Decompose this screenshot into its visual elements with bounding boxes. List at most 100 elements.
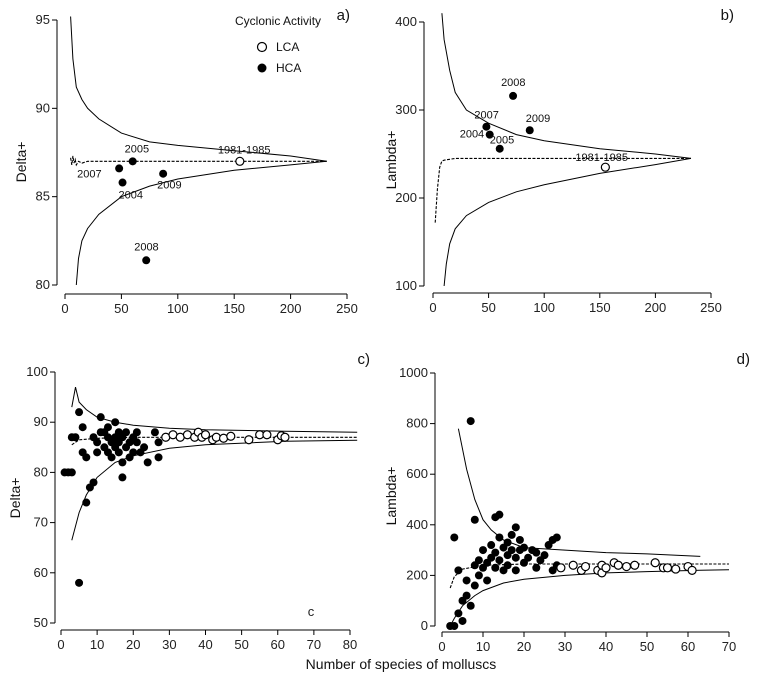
panel-d-hca-point xyxy=(491,548,500,557)
panel-a-point-label: 2004 xyxy=(119,190,143,202)
panel-c-x-tick-label: 20 xyxy=(126,637,140,652)
panel-a-hca-point xyxy=(118,178,127,187)
panel-d-hca-point xyxy=(454,609,463,618)
panel-c-hca-point xyxy=(118,473,127,482)
panel-d-hca-point xyxy=(474,556,483,565)
panel-b-y-tick-label: 400 xyxy=(395,14,417,29)
panel-d-label: d) xyxy=(737,351,750,368)
panel-c: 0 10 20 30 40 50 60 70 80 50 60 70 80 90 100 Delta+ c)… xyxy=(7,351,370,652)
panel-b-hca-point xyxy=(525,126,534,135)
panel-c-hca-point xyxy=(78,448,87,457)
panel-c-hca-point xyxy=(89,478,98,487)
panel-b-mean-line xyxy=(434,157,691,223)
panel-c-y-tick-label: 90 xyxy=(34,414,48,429)
panel-c-hca-point xyxy=(93,438,102,447)
panel-c-lca-point xyxy=(280,432,290,442)
panel-a-x-tick-label: 0 xyxy=(61,301,68,316)
panel-c-corner-text: c xyxy=(308,604,315,619)
panel-c-hca-point xyxy=(154,438,163,447)
panel-c-x-tick-label: 10 xyxy=(90,637,104,652)
panel-c-hca-point xyxy=(143,458,152,467)
panel-c-hca-point xyxy=(75,408,84,417)
panel-c-y-tick-label: 70 xyxy=(34,515,48,530)
panel-d-lca-point xyxy=(601,563,611,573)
panel-d-y-tick-label: 1000 xyxy=(399,365,428,380)
panel-b-point-label: 2007 xyxy=(474,110,498,122)
panel-d-hca-point xyxy=(503,561,512,570)
panel-b-lower-limit-line xyxy=(443,157,692,287)
panel-d-hca-point xyxy=(524,553,533,562)
panel-d-y-tick-label: 800 xyxy=(406,416,428,431)
panel-d-lca-point xyxy=(580,561,591,572)
panel-d-y-tick-label: 400 xyxy=(406,517,428,532)
panel-d-lca-point xyxy=(621,561,632,572)
panel-c-ylabel: Delta+ xyxy=(7,478,23,519)
panel-c-hca-point xyxy=(107,453,116,462)
panel-b-hca-point xyxy=(509,91,518,100)
panel-c-hca-point xyxy=(93,448,102,457)
panel-d-lca-point xyxy=(671,564,681,574)
panel-c-lca-point xyxy=(244,435,254,445)
panel-d-x-tick-label: 70 xyxy=(722,639,736,654)
panel-a-x-tick-label: 50 xyxy=(114,301,128,316)
panel-d: 0 10 20 30 40 50 60 70 0 200 400 600 800 1000 Lambda+… xyxy=(383,351,750,654)
panel-a-hca-point xyxy=(115,164,124,173)
panel-a-y-tick-label: 80 xyxy=(36,277,50,292)
panel-c-x-tick-label: 40 xyxy=(198,637,212,652)
panel-d-hca-point xyxy=(552,533,561,542)
panel-a-x-tick-label: 100 xyxy=(167,301,189,316)
panel-d-hca-point xyxy=(491,563,500,572)
panel-c-hca-point xyxy=(67,468,76,477)
panel-c-hca-point xyxy=(78,423,87,432)
panel-c-lca-point xyxy=(200,430,211,440)
panel-c-hca-point xyxy=(111,418,120,427)
panel-b-x-tick-label: 250 xyxy=(700,300,722,315)
panel-d-hca-point xyxy=(511,566,520,575)
panel-c-hca-point xyxy=(75,578,84,587)
panel-b-x-tick-label: 150 xyxy=(589,300,611,315)
panel-b-point-label: 1981-1985 xyxy=(575,152,628,164)
panel-d-x-tick-label: 60 xyxy=(681,639,695,654)
panel-b-y-tick-label: 100 xyxy=(395,278,417,293)
panel-c-hca-point xyxy=(132,428,141,437)
panel-d-hca-point xyxy=(454,566,463,575)
panel-d-hca-point xyxy=(532,548,541,557)
panel-b-x-tick-label: 200 xyxy=(645,300,667,315)
panel-d-hca-point xyxy=(532,563,541,572)
panel-d-hca-point xyxy=(495,533,504,542)
panel-b-point-label: 2005 xyxy=(490,135,514,147)
panel-d-hca-point xyxy=(450,533,459,542)
panel-a-x-tick-label: 200 xyxy=(280,301,302,316)
panel-b-hca-point xyxy=(482,122,491,131)
panel-d-y-tick-label: 0 xyxy=(421,618,428,633)
panel-c-hca-point xyxy=(122,428,131,437)
panel-a-point-label: 1981-1985 xyxy=(218,144,271,156)
panel-d-hca-point xyxy=(503,538,512,547)
panel-b-x-tick-label: 50 xyxy=(481,300,495,315)
panel-a-mean-line xyxy=(70,155,327,167)
panel-d-hca-point xyxy=(515,535,524,544)
panel-c-y-tick-label: 50 xyxy=(34,615,48,630)
panel-c-lca-point xyxy=(262,430,272,440)
panel-a: 0 50 100 150 200 250 80 85 90 95 1981-1985 2005 200… xyxy=(13,7,358,316)
panel-d-hca-point xyxy=(540,551,549,560)
panel-a-hca-point xyxy=(159,169,168,178)
panel-d-lca-point xyxy=(650,558,660,568)
panel-a-point-label: 2007 xyxy=(77,168,101,180)
panel-d-hca-point xyxy=(487,541,496,550)
panel-c-hca-point xyxy=(118,458,127,467)
panel-a-y-tick-label: 90 xyxy=(36,100,50,115)
panel-d-y-tick-label: 600 xyxy=(406,466,428,481)
legend-lca-marker xyxy=(256,41,268,53)
panel-d-lca-point xyxy=(662,563,673,573)
panel-d-x-tick-label: 50 xyxy=(640,639,654,654)
legend-hca-label: HCA xyxy=(276,61,301,75)
panel-d-hca-point xyxy=(483,576,492,585)
panel-c-hca-point xyxy=(103,423,112,432)
panel-c-x-tick-label: 50 xyxy=(234,637,248,652)
panel-a-ylabel: Delta+ xyxy=(13,142,29,183)
panel-c-hca-point xyxy=(114,448,123,457)
panel-b-ylabel: Lambda+ xyxy=(383,131,399,190)
panel-d-x-tick-label: 10 xyxy=(476,639,490,654)
panel-d-hca-point xyxy=(511,553,520,562)
